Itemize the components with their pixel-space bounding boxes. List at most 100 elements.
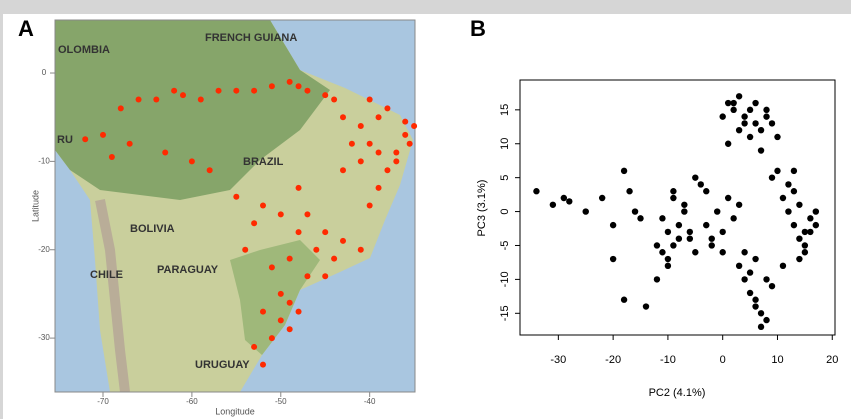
data-point	[171, 88, 177, 94]
data-point	[296, 229, 302, 235]
data-point	[621, 168, 627, 174]
x-tick-label: 20	[826, 354, 838, 366]
data-point	[687, 229, 693, 235]
data-point	[278, 291, 284, 297]
data-point	[393, 150, 399, 156]
data-point	[807, 229, 813, 235]
data-point	[287, 326, 293, 332]
figure-canvas: OLOMBIA FRENCH GUIANA RU BRAZIL BOLIVIA …	[0, 0, 851, 419]
region-label: OLOMBIA	[58, 44, 110, 56]
figure: OLOMBIA FRENCH GUIANA RU BRAZIL BOLIVIA …	[0, 0, 851, 419]
data-point	[791, 188, 797, 194]
data-point	[725, 141, 731, 147]
data-point	[752, 100, 758, 106]
data-point	[610, 222, 616, 228]
data-point	[384, 167, 390, 173]
data-point	[621, 297, 627, 303]
data-point	[251, 344, 257, 350]
x-tick-label: -30	[550, 354, 566, 366]
data-point	[367, 97, 373, 103]
data-point	[304, 211, 310, 217]
data-point	[376, 185, 382, 191]
data-point	[725, 195, 731, 201]
data-point	[583, 208, 589, 214]
data-point	[153, 97, 159, 103]
data-point	[719, 113, 725, 119]
data-point	[599, 195, 605, 201]
data-point	[736, 263, 742, 269]
data-point	[659, 249, 665, 255]
data-point	[82, 136, 88, 142]
data-point	[278, 317, 284, 323]
data-point	[670, 195, 676, 201]
y-tick-label: 15	[499, 104, 511, 116]
x-tick-label: -70	[97, 397, 109, 406]
data-point	[780, 263, 786, 269]
y-axis-title: Latitude	[30, 190, 40, 222]
data-point	[340, 238, 346, 244]
y-tick-label: -10	[499, 271, 511, 287]
data-point	[796, 202, 802, 208]
data-point	[260, 309, 266, 315]
data-point	[665, 229, 671, 235]
data-point	[676, 235, 682, 241]
data-point	[769, 120, 775, 126]
data-point	[367, 141, 373, 147]
data-point	[698, 181, 704, 187]
data-point	[296, 83, 302, 89]
data-point	[665, 256, 671, 262]
data-point	[659, 215, 665, 221]
data-point	[561, 195, 567, 201]
data-point	[752, 303, 758, 309]
data-point	[313, 247, 319, 253]
data-point	[709, 242, 715, 248]
region-label: CHILE	[90, 269, 123, 281]
data-point	[322, 92, 328, 98]
data-point	[411, 123, 417, 129]
data-point	[747, 134, 753, 140]
data-point	[278, 211, 284, 217]
data-point	[725, 100, 731, 106]
data-point	[741, 276, 747, 282]
region-label: BOLIVIA	[130, 223, 175, 235]
x-tick-label: 0	[720, 354, 726, 366]
data-point	[758, 147, 764, 153]
data-point	[719, 249, 725, 255]
data-point	[752, 120, 758, 126]
data-point	[736, 127, 742, 133]
y-tick-label: -20	[38, 245, 50, 254]
data-point	[207, 167, 213, 173]
data-point	[358, 247, 364, 253]
data-point	[118, 105, 124, 111]
y-tick-label: -10	[38, 156, 50, 165]
y-tick-label: 10	[499, 138, 511, 150]
data-point	[127, 141, 133, 147]
data-point	[791, 222, 797, 228]
data-point	[251, 220, 257, 226]
data-point	[774, 134, 780, 140]
data-point	[769, 283, 775, 289]
data-point	[269, 83, 275, 89]
data-point	[752, 256, 758, 262]
data-point	[807, 215, 813, 221]
y-tick-label: 5	[499, 175, 511, 181]
data-point	[287, 256, 293, 262]
data-point	[304, 88, 310, 94]
data-point	[758, 127, 764, 133]
data-point	[681, 208, 687, 214]
data-point	[407, 141, 413, 147]
y-tick-label: -15	[499, 305, 511, 321]
data-point	[796, 235, 802, 241]
data-point	[402, 132, 408, 138]
data-point	[802, 242, 808, 248]
data-point	[269, 264, 275, 270]
data-point	[100, 132, 106, 138]
data-point	[643, 303, 649, 309]
x-tick-label: -60	[186, 397, 198, 406]
panel-label: A	[18, 16, 34, 41]
data-point	[331, 256, 337, 262]
data-point	[703, 222, 709, 228]
data-point	[692, 174, 698, 180]
data-point	[358, 158, 364, 164]
data-point	[233, 194, 239, 200]
